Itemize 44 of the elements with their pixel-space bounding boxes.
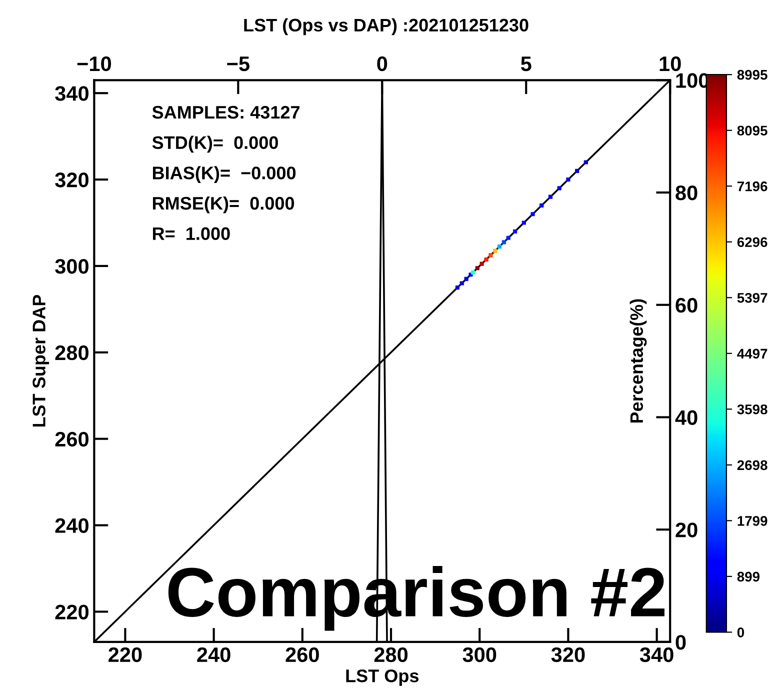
color-bar-label: 1799 (738, 516, 768, 526)
y-tick-label: 340 (55, 86, 88, 101)
x2-tick-label: 5 (520, 56, 532, 72)
annotation: R= 1.000 (152, 227, 230, 240)
y-axis-title: LST Super DAP (32, 294, 50, 427)
annotation: SAMPLES: 43127 (152, 106, 300, 119)
x-tick-label: 320 (551, 647, 585, 662)
color-bar-label: 8995 (737, 70, 768, 80)
y-tick-label: 280 (55, 345, 88, 360)
x2-tick-label: 0 (377, 56, 388, 72)
y2-tick-label: 0 (676, 634, 686, 650)
x2-tick-label: 10 (660, 56, 681, 72)
y2-tick-label: 20 (676, 522, 698, 538)
x-tick-label: 340 (640, 647, 674, 662)
x-axis-title: LST Ops (346, 669, 419, 686)
color-bar-label: 899 (737, 572, 760, 582)
x2-tick-label: −5 (227, 56, 250, 72)
annotation: STD(K)= 0.000 (152, 136, 278, 153)
color-bar-label: 7196 (737, 181, 768, 192)
color-bar-label: 6296 (737, 237, 768, 248)
color-bar-label: 0 (737, 628, 744, 638)
annotation: BIAS(K)= −0.000 (152, 166, 296, 183)
x-tick-label: 300 (462, 647, 496, 662)
x-tick-label: 240 (197, 647, 230, 662)
y2-tick-label: 40 (675, 410, 698, 425)
color-bar-label: 4497 (737, 348, 768, 359)
color-bar-label: 3598 (737, 404, 768, 414)
color-bar-label: 5397 (737, 292, 768, 303)
annotation: RMSE(K)= 0.000 (152, 196, 294, 214)
y-tick-label: 260 (55, 432, 88, 447)
x2-tick-label: −10 (77, 56, 111, 72)
color-bar-label: 8095 (737, 126, 768, 136)
y-tick-label: 240 (55, 518, 88, 534)
x-tick-label: 220 (108, 647, 142, 662)
y-tick-label: 220 (55, 604, 88, 620)
y-tick-label: 320 (55, 172, 88, 188)
chart-title: LST (Ops vs DAP) :202101251230 (244, 18, 528, 36)
y2-axis-title: Percentage(%) (630, 299, 647, 423)
y2-tick-label: 60 (676, 298, 698, 313)
x-tick-label: 260 (286, 647, 319, 662)
x-tick-label: 280 (374, 647, 408, 662)
color-bar-label: 2698 (737, 460, 768, 470)
y2-tick-label: 80 (676, 186, 698, 200)
y-tick-label: 300 (55, 258, 88, 274)
